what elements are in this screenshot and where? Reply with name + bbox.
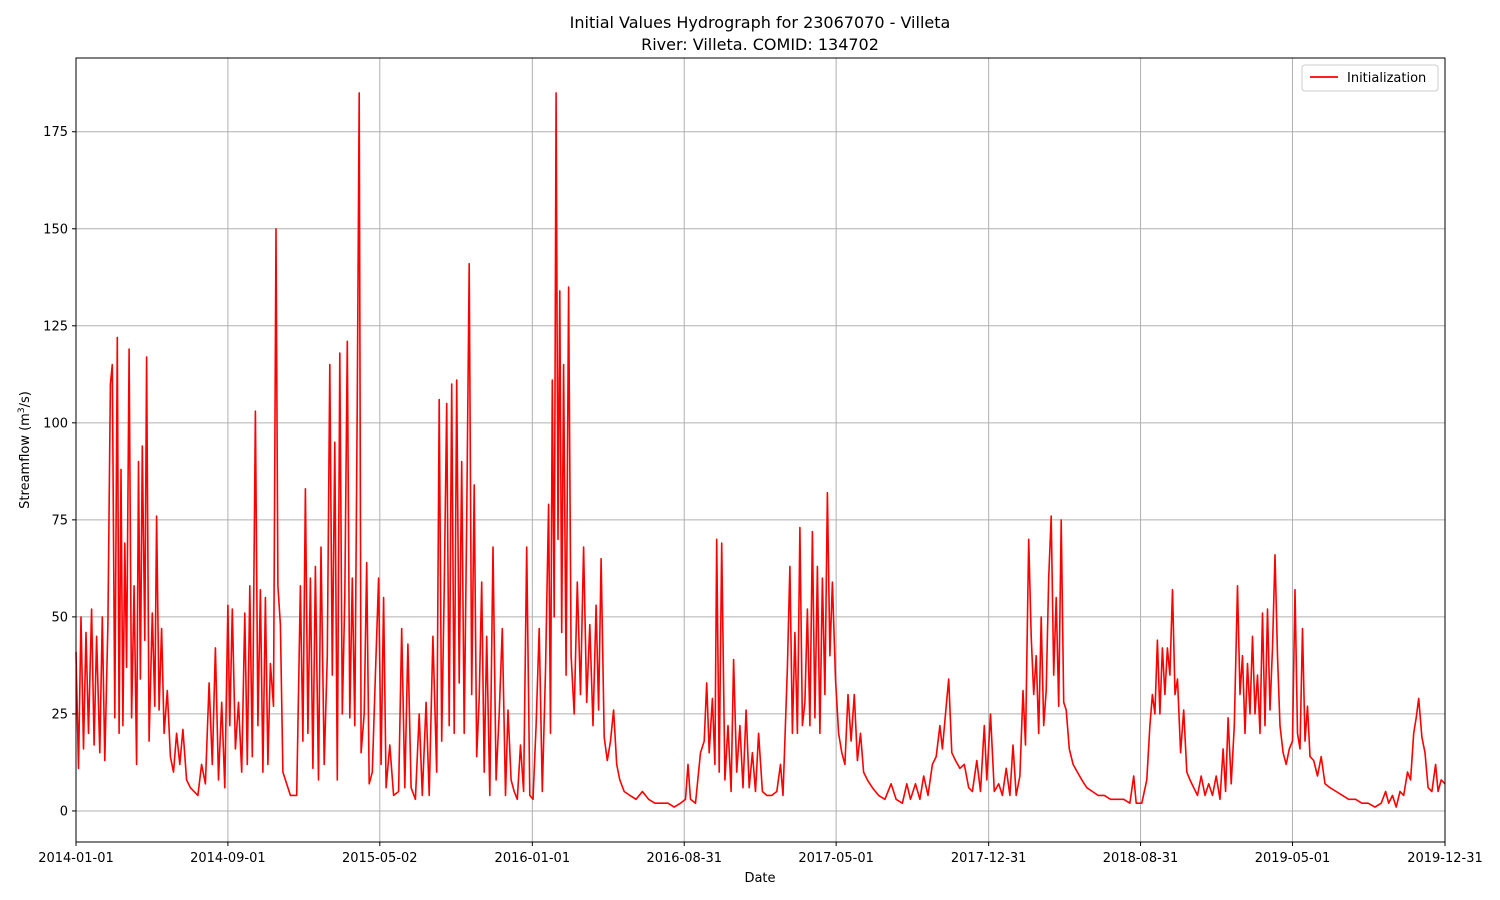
y-tick-label: 50 bbox=[51, 610, 68, 625]
legend-entry-label: Initialization bbox=[1347, 71, 1426, 86]
x-tick-label: 2016-01-01 bbox=[495, 851, 571, 866]
chart-subtitle: River: Villeta. COMID: 134702 bbox=[641, 35, 879, 54]
plot-frame bbox=[75, 57, 1446, 843]
x-tick-label: 2014-01-01 bbox=[38, 851, 114, 866]
x-tick-label: 2014-09-01 bbox=[190, 851, 266, 866]
series-line-initialization bbox=[75, 92, 1446, 808]
y-tick-label: 100 bbox=[43, 416, 68, 431]
x-tick-label: 2016-08-31 bbox=[646, 851, 722, 866]
x-tick-label: 2019-05-01 bbox=[1255, 851, 1331, 866]
y-tick-label: 125 bbox=[43, 319, 68, 334]
y-tick-label: 0 bbox=[60, 804, 68, 819]
legend: Initialization bbox=[1301, 64, 1439, 92]
y-tick-label: 150 bbox=[43, 222, 68, 237]
y-tick-label: 25 bbox=[51, 707, 68, 722]
x-tick-label: 2017-12-31 bbox=[951, 851, 1027, 866]
x-axis-label: Date bbox=[744, 871, 775, 886]
x-tick-label: 2017-05-01 bbox=[798, 851, 874, 866]
x-tick-label: 2015-05-02 bbox=[342, 851, 418, 866]
x-axis-ticks: 2014-01-01 2014-09-01 2015-05-02 2016-01-01… bbox=[38, 842, 1483, 866]
chart-title: Initial Values Hydrograph for 23067070 -… bbox=[570, 13, 951, 32]
y-axis-label: Streamflow (m3/s) bbox=[17, 391, 33, 509]
y-tick-label: 75 bbox=[51, 513, 68, 528]
y-axis-ticks: 0 25 50 75 100 125 150 175 bbox=[43, 125, 76, 819]
x-tick-label: 2019-12-31 bbox=[1407, 851, 1483, 866]
series-layer bbox=[75, 92, 1446, 808]
legend-box bbox=[1301, 64, 1439, 92]
y-tick-label: 175 bbox=[43, 125, 68, 140]
x-tick-label: 2018-08-31 bbox=[1103, 851, 1179, 866]
